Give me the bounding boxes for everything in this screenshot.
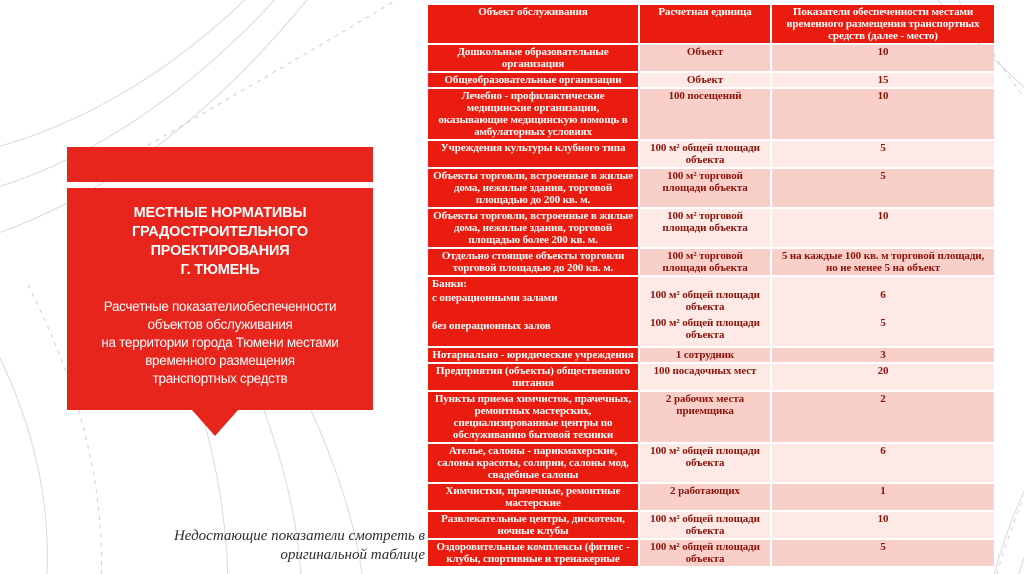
value-cell: 10 <box>772 89 994 139</box>
unit-cell: 100 м² общей площади объекта <box>640 141 770 167</box>
value-cell: 6 <box>772 444 994 482</box>
table-row: Развлекательные центры, дискотеки, ночны… <box>428 512 994 538</box>
value-cell: 10 <box>772 209 994 247</box>
value-cell: 5 <box>772 540 994 566</box>
banner-tail-pointer <box>192 410 238 436</box>
object-group-title: Банки: <box>432 278 467 290</box>
object-cell: Пункты приема химчисток, прачечных, ремо… <box>428 392 638 442</box>
unit-entry: 100 м² общей площади объекта <box>650 317 760 341</box>
value-cell: 5 на каждые 100 кв. м торговой площади, … <box>772 249 994 275</box>
header-cell: Расчетная единица <box>640 5 770 43</box>
unit-entry: 100 м² общей площади объекта <box>650 289 760 313</box>
value-cell: 5 <box>772 169 994 207</box>
object-cell: Дошкольные образовательные организация <box>428 45 638 71</box>
object-cell: Развлекательные центры, дискотеки, ночны… <box>428 512 638 538</box>
table-row: Ателье, салоны - парикмахерские, салоны … <box>428 444 994 482</box>
object-cell: Нотариально - юридические учреждения <box>428 348 638 362</box>
value-cell: 5 <box>772 141 994 167</box>
object-cell: Объекты торговли, встроенные в жилые дом… <box>428 209 638 247</box>
table-row: Химчистки, прачечные, ремонтные мастерск… <box>428 484 994 510</box>
unit-cell: Объект <box>640 73 770 87</box>
title-banner: МЕСТНЫЕ НОРМАТИВЫ ГРАДОСТРОИТЕЛЬНОГО ПРО… <box>67 147 373 436</box>
table-row: Отдельно стоящие объекты торговли торгов… <box>428 249 994 275</box>
banner-top-bar <box>67 147 373 182</box>
object-cell: Отдельно стоящие объекты торговли торгов… <box>428 249 638 275</box>
table-row: Общеобразовательные организации Объект 15 <box>428 73 994 87</box>
slide-subtitle: Расчетные показателиобеспеченности объек… <box>101 299 339 386</box>
slide-title: МЕСТНЫЕ НОРМАТИВЫ ГРАДОСТРОИТЕЛЬНОГО ПРО… <box>132 205 308 278</box>
table-row: Предприятия (объекты) общественного пита… <box>428 364 994 390</box>
unit-cell: 2 рабочих места приемщика <box>640 392 770 442</box>
table-row: Лечебно - профилактические медицинские о… <box>428 89 994 139</box>
header-cell: Объект обслуживания <box>428 5 638 43</box>
unit-cell: 100 м² общей площади объекта 100 м² общей… <box>640 277 770 346</box>
unit-cell: 100 м² торговой площади объекта <box>640 249 770 275</box>
unit-cell: 100 м² общей площади объекта <box>640 444 770 482</box>
unit-cell: 100 посадочных мест <box>640 364 770 390</box>
unit-cell: 100 посещений <box>640 89 770 139</box>
object-cell: Учреждения культуры клубного типа <box>428 141 638 167</box>
table-row: Объекты торговли, встроенные в жилые дом… <box>428 209 994 247</box>
table-row: Пункты приема химчисток, прачечных, ремо… <box>428 392 994 442</box>
object-item: без операционных залов <box>432 320 551 332</box>
value-entry: 6 <box>880 289 886 301</box>
table-row: Нотариально - юридические учреждения 1 со… <box>428 348 994 362</box>
object-cell: Общеобразовательные организации <box>428 73 638 87</box>
object-cell: Ателье, салоны - парикмахерские, салоны … <box>428 444 638 482</box>
object-cell: Оздоровительные комплексы (фитнес - клуб… <box>428 540 638 566</box>
object-cell: Предприятия (объекты) общественного пита… <box>428 364 638 390</box>
value-cell: 1 <box>772 484 994 510</box>
footnote-text: Недостающие показатели смотреть в оригин… <box>173 528 425 563</box>
table-row: Оздоровительные комплексы (фитнес - клуб… <box>428 540 994 566</box>
table-row: Объекты торговли, встроенные в жилые дом… <box>428 169 994 207</box>
unit-cell: 100 м² общей площади объекта <box>640 540 770 566</box>
unit-stack: 100 м² общей площади объекта 100 м² общей… <box>644 278 766 345</box>
unit-cell: 100 м² торговой площади объекта <box>640 209 770 247</box>
header-row: Объект обслуживания Расчетная единица Пока… <box>428 5 994 43</box>
unit-cell: 2 работающих <box>640 484 770 510</box>
unit-cell: Объект <box>640 45 770 71</box>
unit-cell: 100 м² общей площади объекта <box>640 512 770 538</box>
object-cell: Химчистки, прачечные, ремонтные мастерск… <box>428 484 638 510</box>
value-cell: 10 <box>772 45 994 71</box>
table-row: Банки: с операционными залами без операцио… <box>428 277 994 346</box>
banner-box: МЕСТНЫЕ НОРМАТИВЫ ГРАДОСТРОИТЕЛЬНОГО ПРО… <box>67 188 373 436</box>
value-entry: 5 <box>880 317 886 329</box>
object-item: с операционными залами <box>432 292 558 304</box>
header-cell: Показатели обеспеченности местами времен… <box>772 5 994 43</box>
norms-table-container: Объект обслуживания Расчетная единица Пока… <box>426 3 996 568</box>
table-row: Учреждения культуры клубного типа 100 м² … <box>428 141 994 167</box>
unit-cell: 100 м² торговой площади объекта <box>640 169 770 207</box>
value-cell: 2 <box>772 392 994 442</box>
object-cell: Объекты торговли, встроенные в жилые дом… <box>428 169 638 207</box>
table-row: Дошкольные образовательные организация Об… <box>428 45 994 71</box>
norms-table: Объект обслуживания Расчетная единица Пока… <box>426 3 996 568</box>
value-cell: 3 <box>772 348 994 362</box>
value-cell: 15 <box>772 73 994 87</box>
unit-cell: 1 сотрудник <box>640 348 770 362</box>
value-cell: 10 <box>772 512 994 538</box>
object-cell: Банки: с операционными залами без операцио… <box>428 277 638 346</box>
object-cell: Лечебно - профилактические медицинские о… <box>428 89 638 139</box>
value-cell: 20 <box>772 364 994 390</box>
